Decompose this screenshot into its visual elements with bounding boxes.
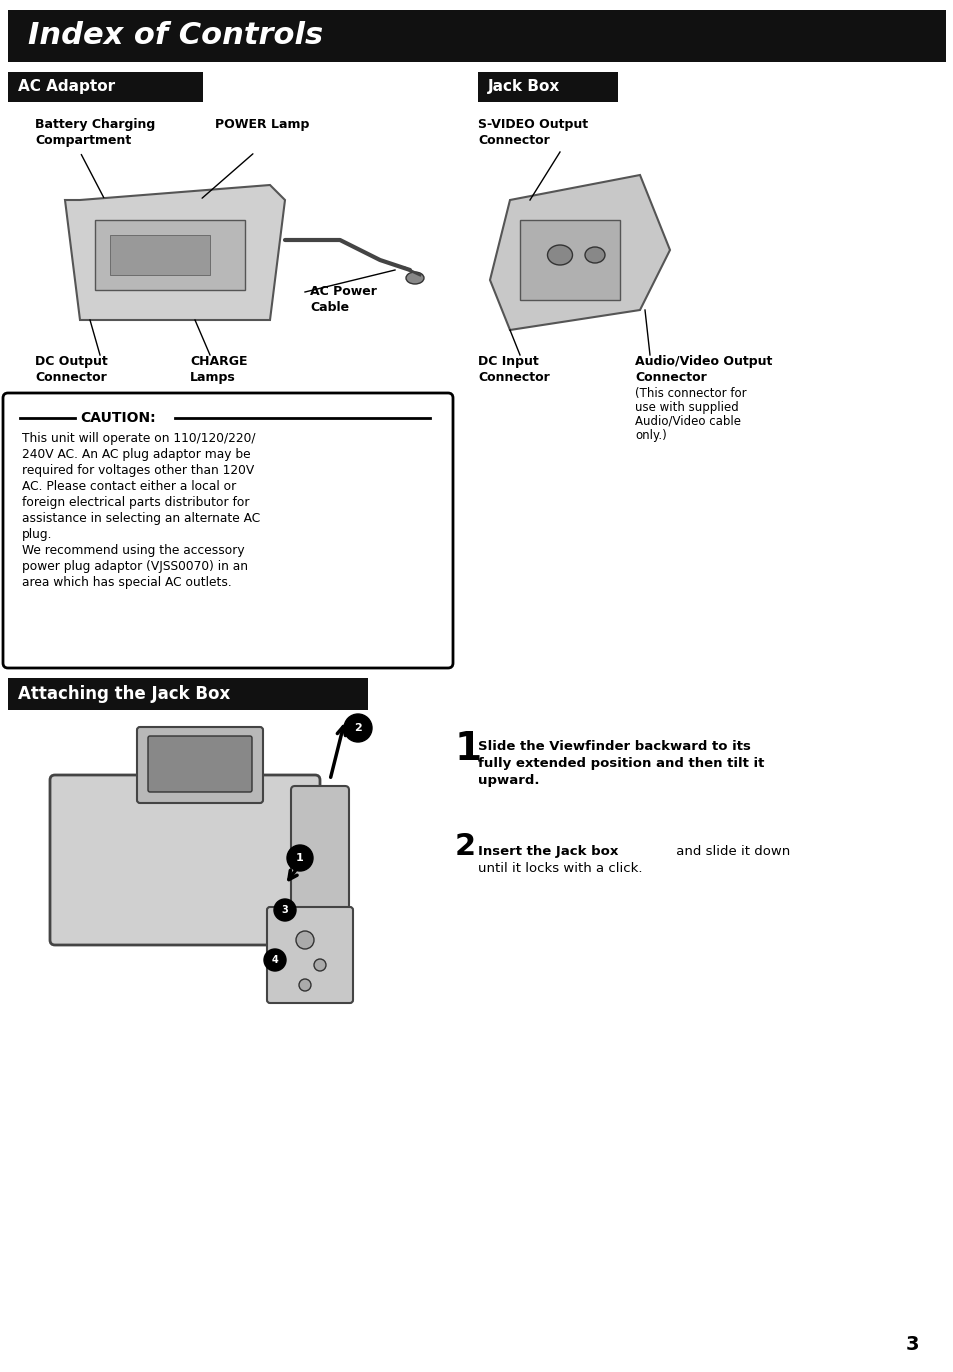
Text: Audio/Video Output: Audio/Video Output (635, 355, 772, 368)
Bar (8, 10, 945, 62)
Text: Compartment: Compartment (35, 134, 132, 147)
Text: Insert the Jack box: Insert the Jack box (477, 845, 618, 858)
Text: Lamps: Lamps (190, 370, 235, 384)
Text: use with supplied: use with supplied (635, 401, 738, 414)
FancyBboxPatch shape (137, 727, 263, 803)
Text: 3: 3 (281, 906, 288, 915)
Bar (95, 220, 245, 289)
Text: DC Output: DC Output (35, 355, 108, 368)
Text: foreign electrical parts distributor for: foreign electrical parts distributor for (22, 497, 250, 509)
FancyBboxPatch shape (267, 907, 353, 1003)
FancyBboxPatch shape (50, 775, 319, 945)
Text: plug.: plug. (22, 528, 52, 541)
Text: AC Power: AC Power (310, 285, 376, 298)
FancyBboxPatch shape (3, 392, 453, 668)
Circle shape (287, 845, 313, 871)
Bar (8, 678, 368, 709)
Text: Slide the Viewfinder backward to its: Slide the Viewfinder backward to its (477, 740, 750, 753)
Circle shape (264, 949, 286, 971)
Text: AC Adaptor: AC Adaptor (18, 80, 115, 95)
Text: Connector: Connector (35, 370, 107, 384)
Text: required for voltages other than 120V: required for voltages other than 120V (22, 464, 254, 477)
Text: 240V AC. An AC plug adaptor may be: 240V AC. An AC plug adaptor may be (22, 449, 251, 461)
Bar (519, 220, 619, 300)
Text: 2: 2 (354, 723, 361, 733)
Ellipse shape (72, 837, 137, 903)
Text: CHARGE: CHARGE (190, 355, 247, 368)
Bar (477, 71, 618, 102)
Text: area which has special AC outlets.: area which has special AC outlets. (22, 576, 232, 589)
Text: 4: 4 (272, 955, 278, 965)
Text: Connector: Connector (477, 370, 549, 384)
Ellipse shape (547, 246, 572, 265)
FancyBboxPatch shape (291, 786, 349, 923)
Text: and slide it down: and slide it down (671, 845, 789, 858)
Circle shape (274, 899, 295, 921)
Text: Index of Controls: Index of Controls (28, 22, 323, 51)
Text: Connector: Connector (635, 370, 706, 384)
Bar (8, 71, 203, 102)
Text: Battery Charging: Battery Charging (35, 118, 155, 130)
FancyBboxPatch shape (148, 735, 252, 792)
Text: We recommend using the accessory: We recommend using the accessory (22, 545, 244, 557)
Text: S-VIDEO Output: S-VIDEO Output (477, 118, 587, 130)
Bar (110, 235, 210, 274)
Polygon shape (490, 176, 669, 331)
Text: POWER Lamp: POWER Lamp (214, 118, 309, 130)
Polygon shape (65, 185, 285, 320)
Text: AC. Please contact either a local or: AC. Please contact either a local or (22, 480, 236, 493)
Text: 2: 2 (455, 831, 476, 862)
Text: CAUTION:: CAUTION: (80, 412, 155, 425)
Text: 1: 1 (295, 853, 304, 863)
Ellipse shape (314, 959, 326, 971)
Text: Jack Box: Jack Box (488, 80, 559, 95)
Text: 1: 1 (455, 730, 481, 768)
Text: DC Input: DC Input (477, 355, 538, 368)
Circle shape (344, 713, 372, 742)
Text: Connector: Connector (477, 134, 549, 147)
Text: fully extended position and then tilt it: fully extended position and then tilt it (477, 757, 763, 770)
Text: (This connector for: (This connector for (635, 387, 746, 401)
Text: This unit will operate on 110/120/220/: This unit will operate on 110/120/220/ (22, 432, 255, 445)
Text: only.): only.) (635, 429, 666, 442)
Ellipse shape (85, 851, 125, 890)
Text: Cable: Cable (310, 300, 349, 314)
Text: 3: 3 (904, 1335, 918, 1354)
Text: upward.: upward. (477, 774, 539, 788)
Text: Attaching the Jack Box: Attaching the Jack Box (18, 685, 230, 702)
Ellipse shape (295, 932, 314, 949)
Ellipse shape (298, 980, 311, 991)
Text: power plug adaptor (VJSS0070) in an: power plug adaptor (VJSS0070) in an (22, 560, 248, 573)
Text: assistance in selecting an alternate AC: assistance in selecting an alternate AC (22, 512, 260, 525)
Text: Audio/Video cable: Audio/Video cable (635, 414, 740, 428)
Ellipse shape (406, 272, 423, 284)
Ellipse shape (584, 247, 604, 263)
Text: until it locks with a click.: until it locks with a click. (477, 862, 641, 875)
Ellipse shape (60, 825, 150, 915)
